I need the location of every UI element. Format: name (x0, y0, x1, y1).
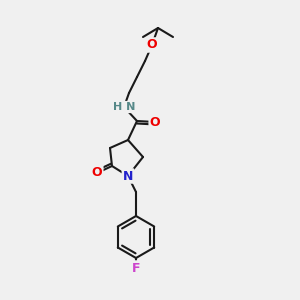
Text: N: N (123, 169, 133, 182)
Text: O: O (92, 167, 102, 179)
Text: H N: H N (113, 102, 135, 112)
Text: O: O (147, 38, 157, 52)
Text: F: F (132, 262, 140, 275)
Text: O: O (150, 116, 160, 128)
